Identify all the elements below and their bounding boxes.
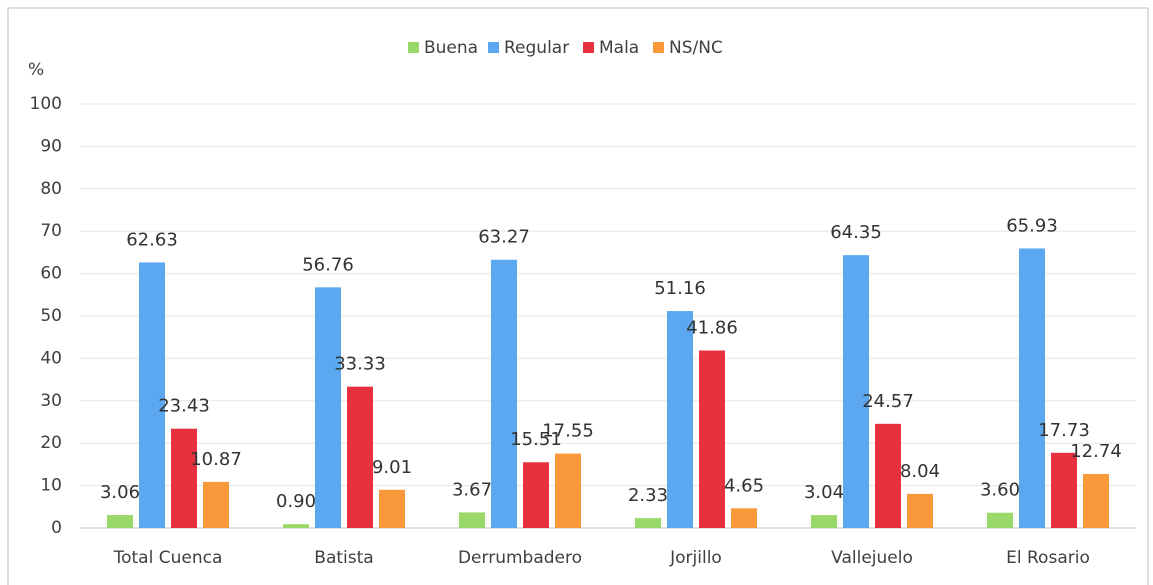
bar bbox=[171, 428, 197, 528]
x-tick-label: El Rosario bbox=[1006, 548, 1090, 568]
data-label: 63.27 bbox=[478, 227, 530, 248]
y-tick-label: 60 bbox=[40, 264, 62, 284]
bar bbox=[1083, 473, 1109, 528]
bar bbox=[491, 259, 517, 528]
bar bbox=[635, 518, 661, 528]
data-label: 41.86 bbox=[686, 318, 738, 339]
bar bbox=[555, 453, 581, 528]
bar bbox=[667, 311, 693, 528]
y-axis-label: % bbox=[28, 60, 44, 80]
data-label: 2.33 bbox=[628, 485, 668, 506]
legend-label: NS/NC bbox=[669, 38, 723, 58]
data-label: 3.04 bbox=[804, 482, 844, 503]
legend-swatch bbox=[408, 42, 419, 53]
x-tick-label: Vallejuelo bbox=[831, 548, 913, 568]
bar bbox=[107, 515, 133, 528]
bar bbox=[379, 489, 405, 528]
data-label: 24.57 bbox=[862, 391, 914, 412]
bar bbox=[283, 524, 309, 528]
legend-swatch bbox=[583, 42, 594, 53]
bar bbox=[843, 255, 869, 528]
y-tick-label: 30 bbox=[40, 391, 62, 411]
y-tick-label: 90 bbox=[40, 136, 62, 156]
y-tick-label: 40 bbox=[40, 348, 62, 368]
data-label: 23.43 bbox=[158, 396, 210, 417]
data-label: 17.73 bbox=[1038, 420, 1090, 441]
legend-label: Buena bbox=[424, 38, 478, 58]
bar bbox=[139, 262, 165, 528]
data-label: 12.74 bbox=[1070, 441, 1122, 462]
x-tick-label: Batista bbox=[314, 548, 373, 568]
bar bbox=[347, 386, 373, 528]
y-tick-label: 70 bbox=[40, 221, 62, 241]
legend-label: Mala bbox=[599, 38, 639, 58]
x-tick-label: Derrumbadero bbox=[458, 548, 582, 568]
data-label: 56.76 bbox=[302, 254, 354, 275]
bar bbox=[459, 512, 485, 528]
legend-swatch bbox=[488, 42, 499, 53]
data-label: 17.55 bbox=[542, 421, 594, 442]
bar bbox=[811, 515, 837, 528]
legend-label: Regular bbox=[504, 38, 569, 58]
data-label: 4.65 bbox=[724, 475, 764, 496]
data-label: 3.60 bbox=[980, 480, 1020, 501]
bar bbox=[315, 287, 341, 528]
data-label: 51.16 bbox=[654, 278, 706, 299]
bar bbox=[987, 512, 1013, 528]
bar bbox=[523, 462, 549, 528]
y-tick-label: 100 bbox=[30, 94, 62, 114]
bar bbox=[1051, 452, 1077, 528]
x-tick-label: Total Cuenca bbox=[113, 548, 223, 568]
x-tick-label: Jorjillo bbox=[669, 548, 722, 568]
bar bbox=[699, 350, 725, 528]
y-tick-label: 20 bbox=[40, 433, 62, 453]
data-label: 15.51 bbox=[510, 429, 562, 450]
bar bbox=[875, 423, 901, 528]
data-label: 65.93 bbox=[1006, 215, 1058, 236]
data-label: 3.06 bbox=[100, 482, 140, 503]
data-label: 33.33 bbox=[334, 354, 386, 375]
y-tick-label: 80 bbox=[40, 179, 62, 199]
data-label: 8.04 bbox=[900, 461, 940, 482]
legend-swatch bbox=[653, 42, 664, 53]
data-label: 0.90 bbox=[276, 491, 316, 512]
y-tick-label: 0 bbox=[51, 518, 62, 538]
bar bbox=[907, 493, 933, 528]
y-tick-label: 10 bbox=[40, 476, 62, 496]
data-label: 10.87 bbox=[190, 449, 242, 470]
bar bbox=[1019, 248, 1045, 529]
data-label: 64.35 bbox=[830, 222, 882, 243]
data-label: 9.01 bbox=[372, 457, 412, 478]
bar bbox=[203, 481, 229, 528]
data-label: 62.63 bbox=[126, 229, 178, 250]
y-tick-label: 50 bbox=[40, 306, 62, 326]
bar bbox=[731, 508, 757, 528]
data-label: 3.67 bbox=[452, 479, 492, 500]
